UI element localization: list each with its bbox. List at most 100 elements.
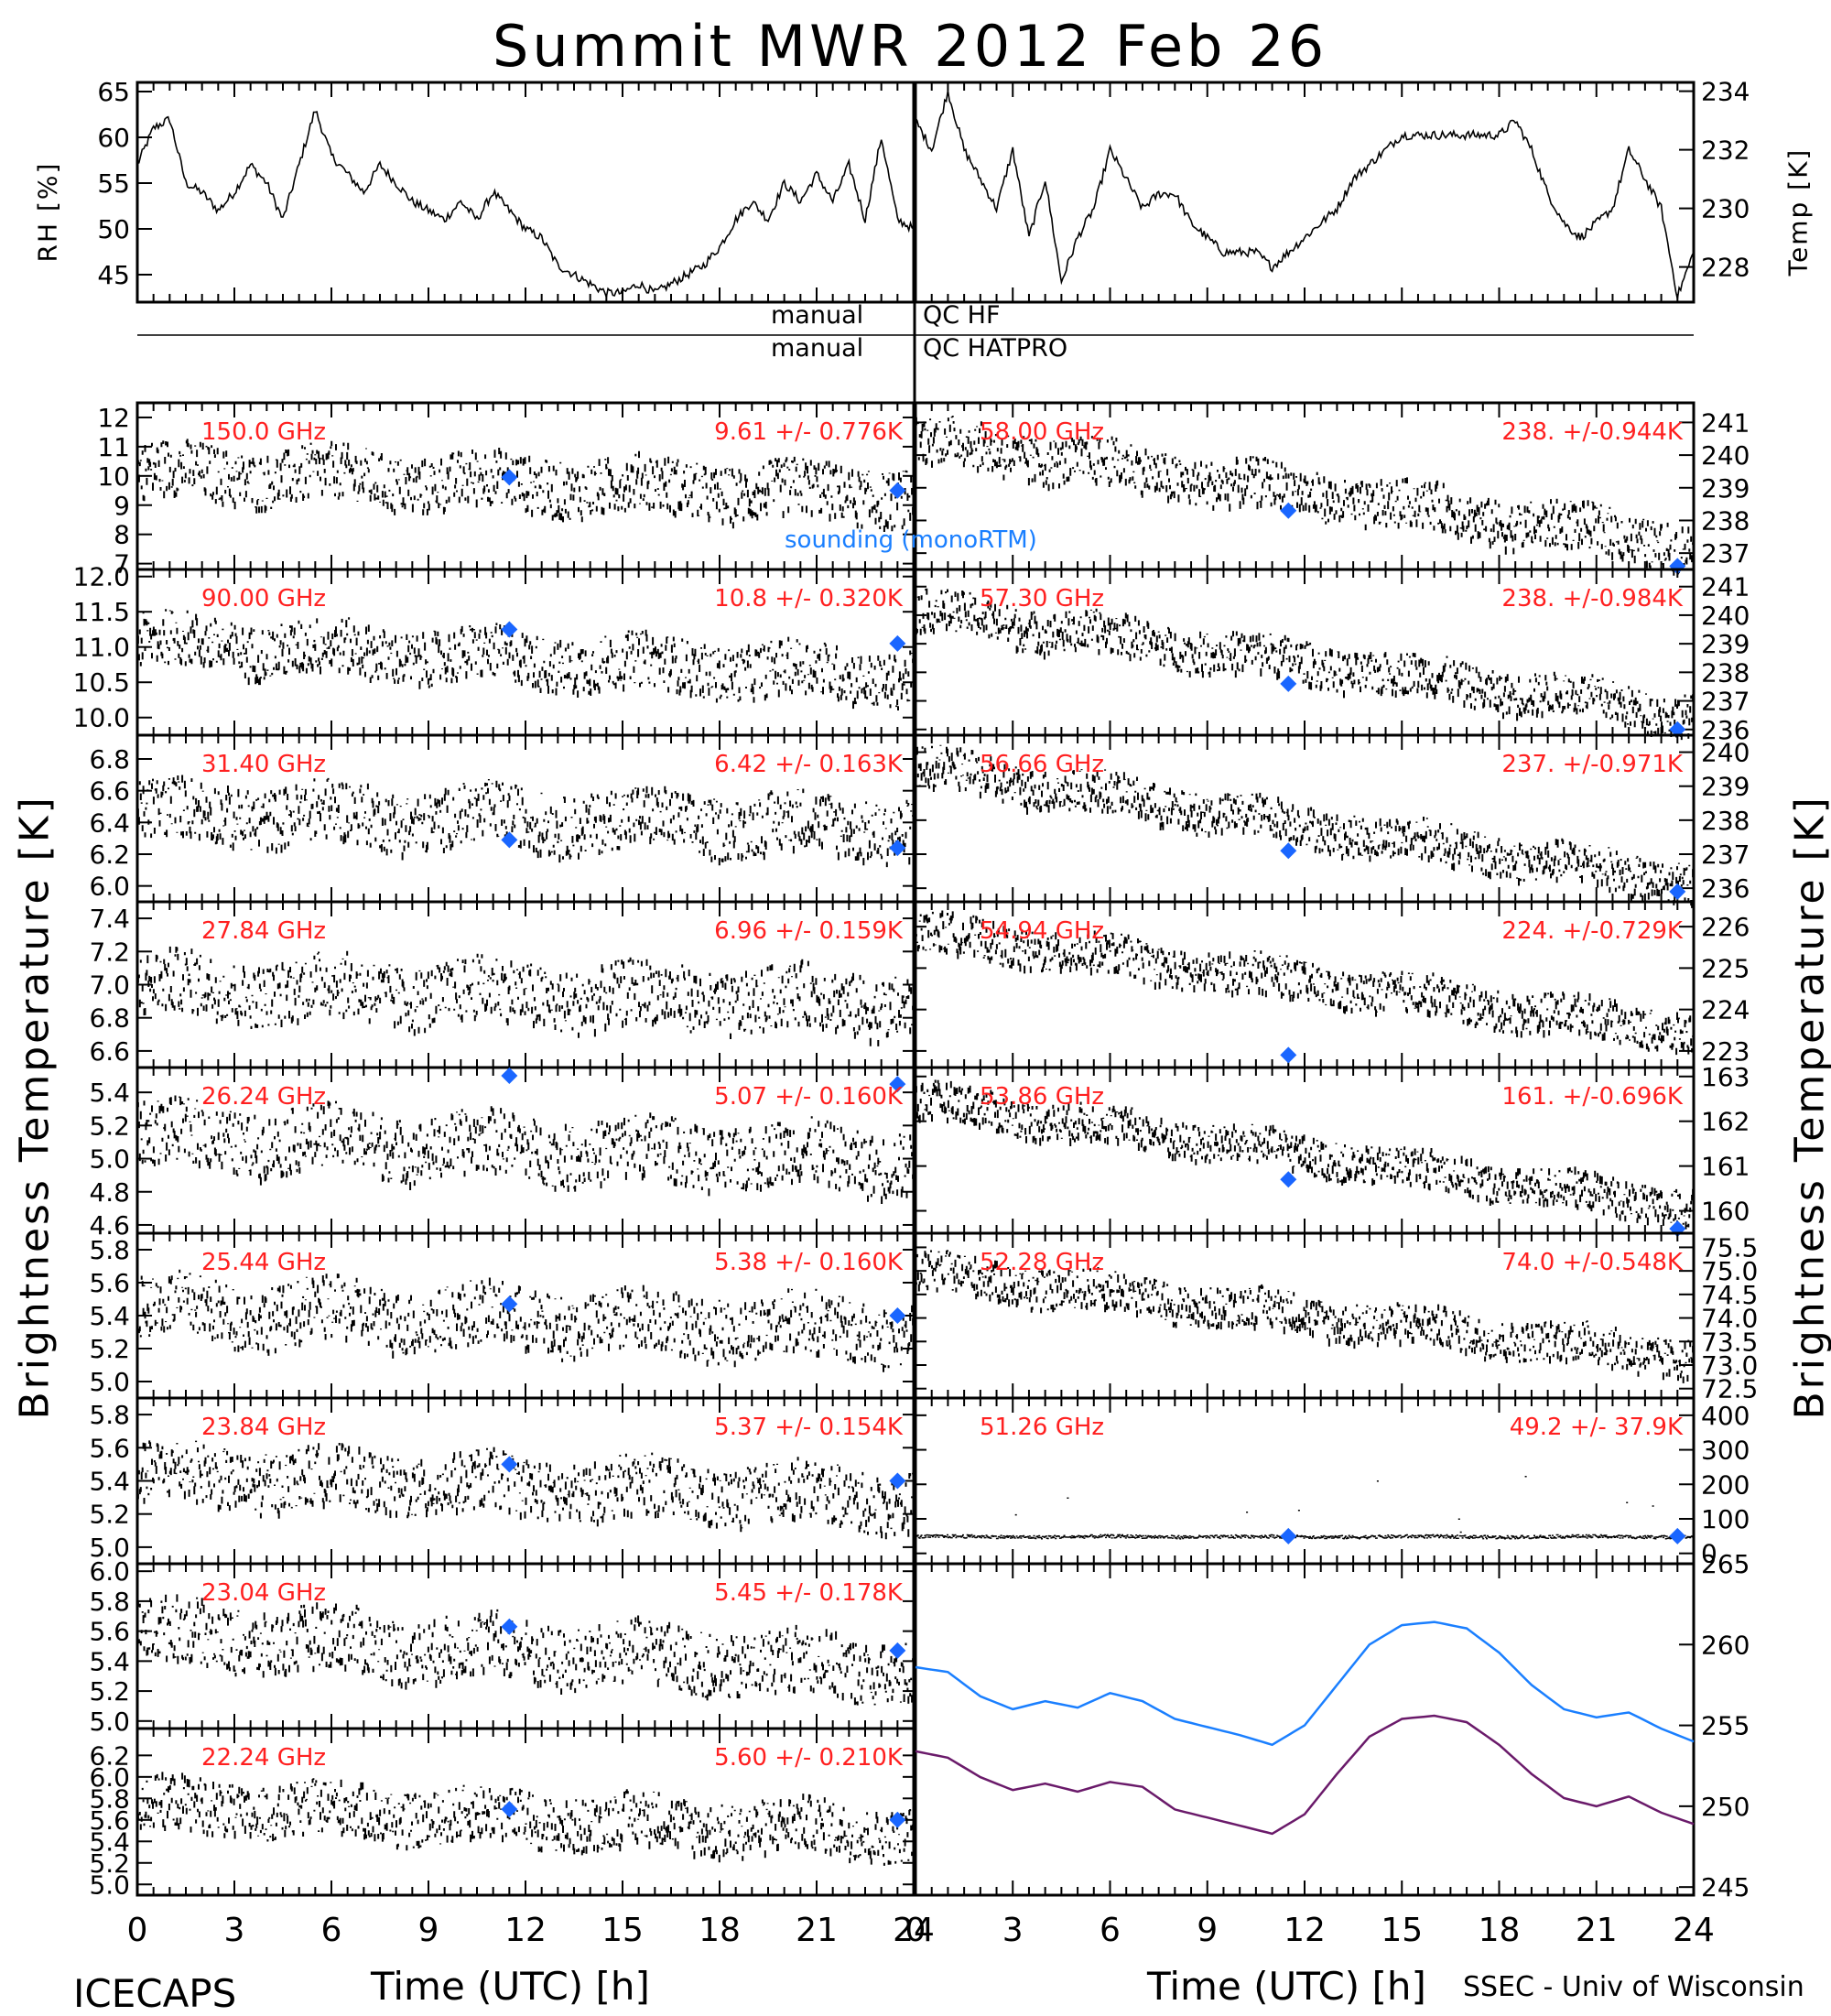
y-tick-label-temp: 232 xyxy=(1701,135,1750,166)
data-trace-ch51 xyxy=(916,1476,1694,1540)
y-tick-label-ch56: 239 xyxy=(1701,772,1750,802)
panel-blackbody xyxy=(916,1564,1694,1895)
y-tick-label-ch57: 241 xyxy=(1701,572,1750,602)
y-tick-label-ch54: 225 xyxy=(1701,953,1750,983)
channel-label-ch57: 57.30 GHz xyxy=(980,585,1104,612)
x-tick-label-left: 6 xyxy=(321,1912,342,1949)
y-tick-label-ch27: 7.2 xyxy=(89,937,130,967)
y-tick-label-ch56: 240 xyxy=(1701,738,1750,768)
y-tick-label-ch58: 240 xyxy=(1701,440,1750,471)
y-tick-label-rh: 60 xyxy=(97,123,130,153)
y-tick-label-ch53: 161 xyxy=(1701,1152,1750,1182)
y-tick-label-ch23p0: 5.6 xyxy=(89,1617,130,1647)
series-line-blackbody-hatpro xyxy=(916,1622,1694,1745)
x-tick-label-right: 9 xyxy=(1197,1912,1218,1949)
y-tick-label-rh: 55 xyxy=(97,168,130,199)
y-tick-label-ch25: 5.8 xyxy=(89,1235,130,1265)
y-tick-label-ch26: 5.0 xyxy=(89,1144,130,1175)
y-tick-label-ch31: 6.2 xyxy=(89,840,130,870)
y-tick-label-ch26: 5.2 xyxy=(89,1111,130,1141)
x-tick-label-left: 3 xyxy=(224,1912,245,1949)
data-trace-ch27 xyxy=(137,947,914,1046)
y-tick-label-ch90: 11.5 xyxy=(73,597,130,627)
channel-label-ch54: 54.94 GHz xyxy=(980,917,1104,945)
x-tick-label-left: 24 xyxy=(893,1912,935,1949)
y-tick-label-ch23p0: 5.2 xyxy=(89,1676,130,1707)
panel-rh xyxy=(137,82,914,302)
x-tick-label-left: 21 xyxy=(796,1912,838,1949)
data-trace-ch90 xyxy=(137,609,914,710)
y-tick-label-ch23p0: 5.8 xyxy=(89,1587,130,1617)
y-tick-label-ch25: 5.4 xyxy=(89,1301,130,1331)
y-tick-label-ch51: 100 xyxy=(1701,1504,1750,1534)
y-tick-label-ch53: 160 xyxy=(1701,1197,1750,1227)
y-tick-label-ch23p0: 5.0 xyxy=(89,1707,130,1737)
y-tick-label-temp: 230 xyxy=(1701,194,1750,224)
x-tick-label-right: 12 xyxy=(1284,1912,1326,1949)
y-tick-label-ch25: 5.6 xyxy=(89,1268,130,1298)
y-tick-label-ch51: 300 xyxy=(1701,1436,1750,1466)
sounding-marker xyxy=(1280,1528,1296,1545)
x-tick-label-right: 24 xyxy=(1673,1912,1715,1949)
channel-label-ch56: 56.66 GHz xyxy=(980,751,1104,778)
y-tick-label-ch31: 6.0 xyxy=(89,872,130,902)
x-tick-label-right: 15 xyxy=(1381,1912,1423,1949)
channel-stat-ch31: 6.42 +/- 0.163K xyxy=(714,751,904,778)
channel-label-ch22: 22.24 GHz xyxy=(201,1744,326,1772)
data-trace-ch150 xyxy=(137,439,914,532)
sounding-marker xyxy=(889,1307,905,1324)
sounding-marker xyxy=(1280,1171,1296,1187)
y-tick-label-temp: 234 xyxy=(1701,77,1750,107)
y-tick-label-ch56: 237 xyxy=(1701,840,1750,870)
channel-stat-ch57: 238. +/-0.984K xyxy=(1501,585,1684,612)
y-tick-label-ch57: 238 xyxy=(1701,657,1750,688)
data-trace-ch26 xyxy=(137,1096,914,1205)
y-tick-label-temp: 228 xyxy=(1701,253,1750,283)
channel-label-ch53: 53.86 GHz xyxy=(980,1083,1104,1111)
y-tick-label-ch58: 238 xyxy=(1701,505,1750,536)
y-tick-label-ch54: 224 xyxy=(1701,995,1750,1025)
y-tick-label-ch51: 200 xyxy=(1701,1469,1750,1500)
channel-label-ch150: 150.0 GHz xyxy=(201,418,326,446)
channel-label-ch51: 51.26 GHz xyxy=(980,1414,1104,1441)
y-tick-label-blackbody: 250 xyxy=(1701,1792,1750,1822)
y-tick-label-blackbody: 255 xyxy=(1701,1711,1750,1741)
y-tick-label-ch150: 9 xyxy=(114,491,130,521)
data-trace-ch23p8 xyxy=(137,1440,914,1539)
channel-stat-ch51: 49.2 +/- 37.9K xyxy=(1510,1414,1684,1441)
channel-label-ch27: 27.84 GHz xyxy=(201,917,326,945)
channel-label-ch23p0: 23.04 GHz xyxy=(201,1579,326,1607)
y-tick-label-ch58: 239 xyxy=(1701,473,1750,504)
y-tick-label-ch23p8: 5.4 xyxy=(89,1467,130,1497)
y-tick-label-blackbody: 260 xyxy=(1701,1630,1750,1660)
y-tick-label-ch58: 241 xyxy=(1701,407,1750,438)
y-tick-label-ch90: 10.0 xyxy=(73,703,130,733)
y-tick-label-ch22: 6.2 xyxy=(89,1740,130,1771)
channel-stat-ch25: 5.38 +/- 0.160K xyxy=(714,1249,904,1276)
channel-label-ch26: 26.24 GHz xyxy=(201,1083,326,1111)
channel-stat-ch150: 9.61 +/- 0.776K xyxy=(714,418,904,446)
x-tick-label-left: 15 xyxy=(601,1912,644,1949)
data-trace-ch31 xyxy=(137,775,914,868)
sounding-marker xyxy=(1280,842,1296,859)
y-tick-label-rh: 45 xyxy=(97,260,130,290)
channel-stat-ch23p0: 5.45 +/- 0.178K xyxy=(714,1579,904,1607)
series-line-blackbody-hf xyxy=(916,1716,1694,1834)
channel-stat-ch56: 237. +/-0.971K xyxy=(1501,751,1684,778)
y-tick-label-ch23p0: 5.4 xyxy=(89,1646,130,1676)
channel-stat-ch58: 238. +/-0.944K xyxy=(1501,418,1684,446)
sounding-marker xyxy=(889,1473,905,1490)
sounding-marker xyxy=(1280,503,1296,519)
x-tick-label-left: 18 xyxy=(699,1912,741,1949)
y-tick-label-rh: 50 xyxy=(97,214,130,244)
channel-label-ch23p8: 23.84 GHz xyxy=(201,1414,326,1441)
y-tick-label-ch150: 11 xyxy=(97,432,130,462)
sounding-marker xyxy=(501,1619,517,1635)
y-tick-label-ch150: 8 xyxy=(114,520,130,550)
y-tick-label-ch27: 6.8 xyxy=(89,1003,130,1034)
y-tick-label-ch90: 10.5 xyxy=(73,667,130,698)
y-tick-label-ch57: 239 xyxy=(1701,629,1750,659)
y-tick-label-ch53: 163 xyxy=(1701,1062,1750,1092)
y-tick-label-ch90: 11.0 xyxy=(73,633,130,663)
sounding-marker xyxy=(1280,1046,1296,1063)
